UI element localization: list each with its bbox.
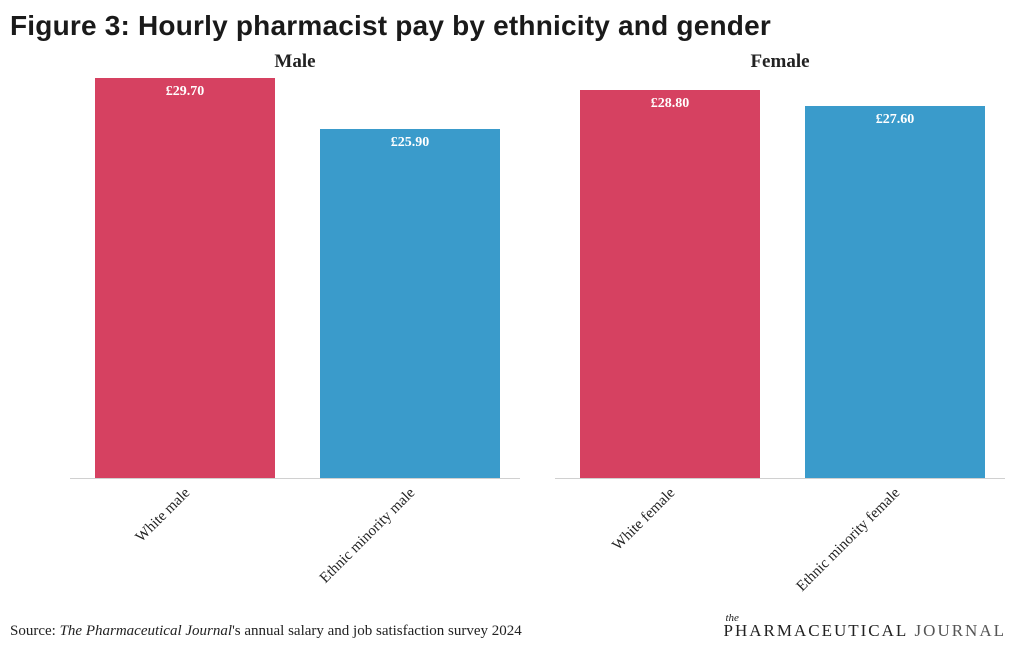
bar: £29.70 [95,78,275,478]
brand-word-2: JOURNAL [908,621,1006,640]
brand-logo: the PHARMACEUTICAL JOURNAL [724,613,1007,640]
panel-male: Male £29.70 £25.90 White maleEthnic minorit… [70,50,520,590]
source-suffix: 's annual salary and job satisfaction su… [232,623,522,639]
figure-title: Figure 3: Hourly pharmacist pay by ethni… [10,10,1010,42]
plot-area-female: £28.80 £27.60 [555,78,1005,479]
figure-container: Figure 3: Hourly pharmacist pay by ethni… [0,0,1020,650]
panel-title-female: Female [555,50,1005,78]
bar: £25.90 [320,129,500,478]
plot-region: Male £29.70 £25.90 White maleEthnic minorit… [10,50,1010,590]
figure-footer: Source: The Pharmaceutical Journal's ann… [10,612,1006,640]
bar-value-label: £28.80 [580,96,760,112]
plot-area-male: £29.70 £25.90 [70,78,520,479]
source-line: Source: The Pharmaceutical Journal's ann… [10,623,522,640]
panel-title-male: Male [70,50,520,78]
bar-value-label: £29.70 [95,84,275,100]
brand-word-1: PHARMACEUTICAL [724,621,909,640]
x-labels-male: White maleEthnic minority male [70,479,520,591]
bar: £27.60 [805,106,985,478]
bar-value-label: £25.90 [320,135,500,151]
bar-value-label: £27.60 [805,112,985,128]
source-italic: The Pharmaceutical Journal [60,623,232,639]
source-prefix: Source: [10,623,60,639]
x-labels-female: White femaleEthnic minority female [555,479,1005,591]
bar: £28.80 [580,90,760,478]
panel-female: Female £28.80 £27.60 White femaleEthnic min… [555,50,1005,590]
